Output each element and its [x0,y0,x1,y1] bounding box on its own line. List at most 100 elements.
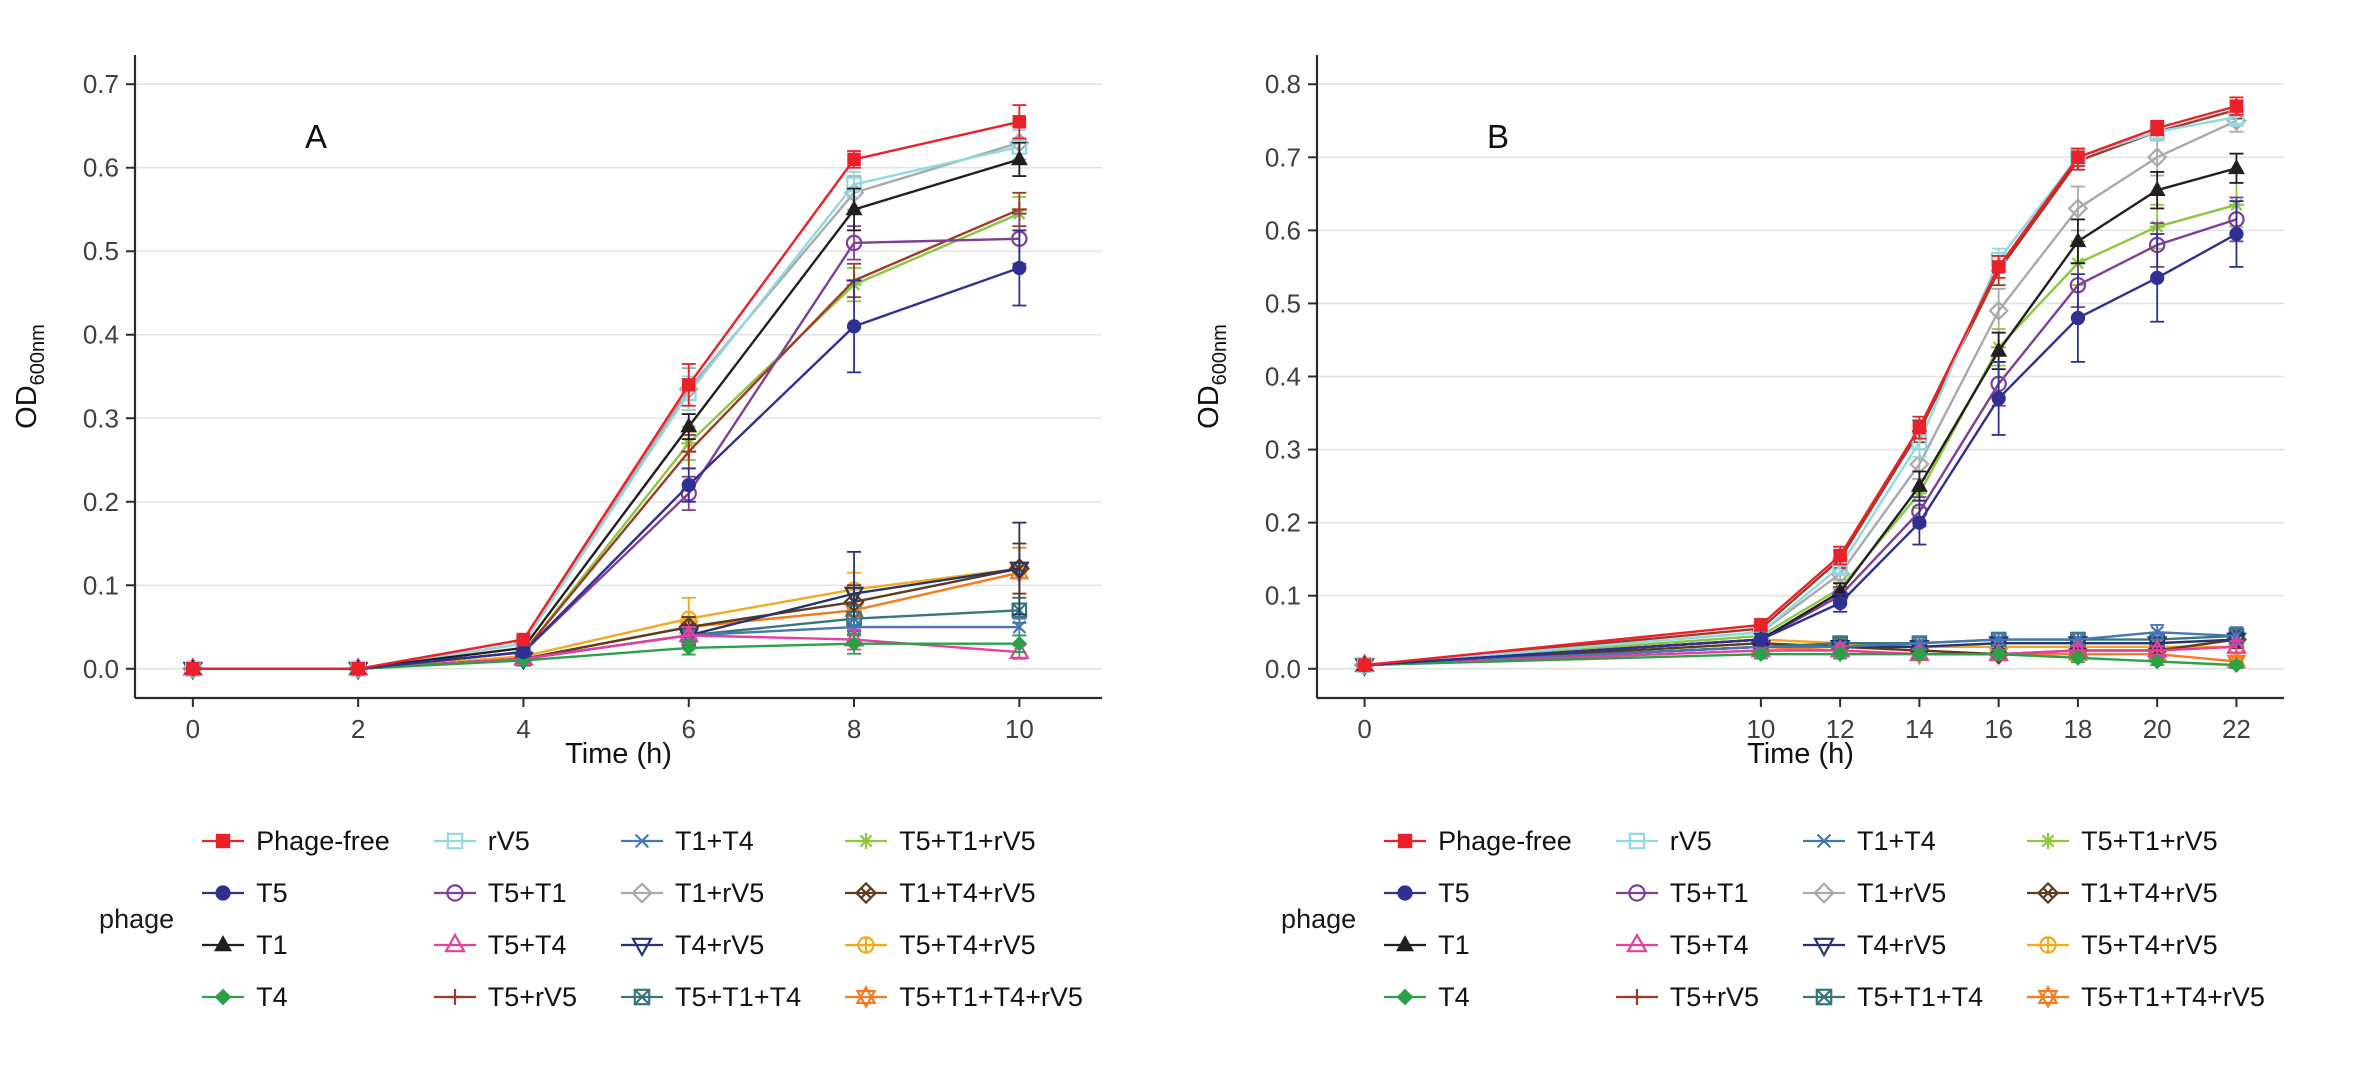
panel-label: A [305,118,327,155]
legend-key-star6-icon [2027,985,2070,1009]
series-line [1364,638,2237,667]
legend-item-T1+T4: T1+T4 [619,825,801,857]
legend-label: T5 [256,877,288,908]
legend-title: phage [1281,903,1357,934]
legend-key-triangle-filled-icon [1384,935,1427,952]
series-line [1364,167,2237,667]
panel-b: 0.0 0.1 0.2 0.3 0.4 0.5 0.6 0.7 0.8 0 10 12 14 16 18 20… [1182,0,2364,1080]
legend-item-Phage-free: Phage-free [1382,825,1572,857]
legend-item-T5+T1+rV5: T5+T1+rV5 [2025,825,2265,857]
legend-key-square-x-icon [621,988,664,1006]
legend-key-triangle-open-icon [1615,932,1658,953]
legend-key-diamond-x-icon [845,881,888,905]
legend-key-square-x-icon [1803,988,1846,1006]
legend-label: T5+T4+rV5 [2081,929,2218,960]
legend-label: T5+T1+T4+rV5 [899,981,1083,1012]
y-tick-label: 0.6 [1265,215,1301,245]
series-rV5 [1356,107,2245,673]
x-tick-label: 4 [516,714,530,744]
series-T1 [184,141,1028,675]
legend-item-T4+rV5: T4+rV5 [1801,929,1983,961]
legend-label: Phage-free [1438,825,1572,856]
x-tick-label: 8 [847,714,861,744]
legend-item-T5+rV5: T5+rV5 [1614,981,1759,1013]
x-tick-label: 16 [1984,714,2013,744]
legend-key-square-open-icon [433,832,476,850]
legend-key-triangle-down-open-icon [621,937,664,958]
legend-key-asterisk-icon [845,833,888,849]
legend-item-T1+rV5: T1+rV5 [1801,877,1983,909]
legend-key-diamond-open-icon [1803,882,1846,904]
legend-label: Phage-free [256,825,390,856]
legend-item-T4: T4 [200,981,390,1013]
series-line [1364,652,2237,667]
y-tick-label: 0.2 [1265,508,1301,538]
y-tick-label: 0.0 [1265,654,1301,684]
legend-item-T4: T4 [1382,981,1572,1013]
legend-item-T5+T1+T4: T5+T1+T4 [619,981,801,1013]
series-line [1364,631,2237,667]
series-line [192,158,1020,670]
legend-item-T4+rV5: T4+rV5 [619,929,801,961]
legend-label: T5+rV5 [1669,981,1760,1012]
legend-label: rV5 [1669,825,1712,856]
legend-label: T4 [1438,981,1470,1012]
legend-key-square-open-icon [1615,832,1658,850]
panel-label: B [1487,118,1509,155]
x-tick-label: 14 [1905,714,1934,744]
series-line [192,266,1020,670]
y-tick-label: 0.7 [83,69,119,99]
legend-title: phage [99,903,175,934]
y-tick-label: 0.1 [83,570,119,600]
legend-key-x-icon [1803,833,1846,849]
legend-key-triangle-filled-icon [202,935,245,952]
legend-item-T5: T5 [1382,877,1572,909]
legend-label: rV5 [487,825,530,856]
gridlines [1317,83,2284,670]
legend-label: T4+rV5 [1857,929,1947,960]
legend-item-T5+T1+T4+rV5: T5+T1+T4+rV5 [2025,981,2265,1013]
legend-label: T5+T1+rV5 [899,825,1036,856]
legend-label: T1 [1438,929,1470,960]
x-tick-label: 22 [2222,714,2251,744]
series-line [1364,232,2238,667]
legend-label: T1+rV5 [1857,877,1947,908]
legend-label: T4 [256,981,288,1012]
legend-item-T5+T1+T4: T5+T1+T4 [1801,981,1983,1013]
series-T1+rV5 [182,125,1030,679]
x-tick-label: 2 [351,714,365,744]
legend-label: T5 [1438,877,1470,908]
y-tick-label: 0.4 [1265,362,1301,392]
x-tick-label: 10 [1746,714,1775,744]
y-tick-label: 0.7 [1265,142,1301,172]
legend-item-T1+T4+rV5: T1+T4+rV5 [843,877,1083,909]
chart-panel-b: 0.0 0.1 0.2 0.3 0.4 0.5 0.6 0.7 0.8 0 10 12 14 16 18 20… [1193,55,2284,770]
legend-item-T5+T4+rV5: T5+T4+rV5 [2025,929,2265,961]
series-T5+T1+rV5 [185,196,1027,677]
legend-label: T1+T4+rV5 [2081,877,2218,908]
legend-key-plus-icon [1615,989,1658,1005]
x-axis-label: Time (h) [565,738,672,770]
legend-item-rV5: rV5 [1614,825,1759,857]
y-tick-label: 0.6 [83,153,119,183]
series-line [192,609,1020,670]
y-tick-label: 0.3 [83,403,119,433]
series-Phage-free [1357,96,2244,672]
legend-item-T5+T1: T5+T1 [432,877,577,909]
y-tick-label: 0.2 [83,487,119,517]
series-T4 [184,632,1028,677]
series-line [1364,119,2237,667]
legend-key-triangle-open-icon [433,932,476,953]
panel-a: 0.0 0.1 0.2 0.3 0.4 0.5 0.6 0.7 0 2 4 6 8 10 Time (h) O… [11,55,1102,1013]
y-tick-label: 0.0 [83,654,119,684]
legend-item-T5+T1+rV5: T5+T1+rV5 [843,825,1083,857]
legend-panel-b: phage Phage-free T5 T1 T4 rV5 T5+T1 T5+T4 T5+rV… [1182,815,2364,1023]
legend-label: T5+T1 [487,877,567,908]
series-Phage-free [186,104,1027,676]
series-line [1364,104,2237,667]
series-line [192,145,1020,670]
series-line [192,237,1020,670]
legend-label: T5+T4 [487,929,567,960]
legend-key-circle-open-icon [433,884,476,902]
legend-item-T1+T4+rV5: T1+T4+rV5 [2025,877,2265,909]
